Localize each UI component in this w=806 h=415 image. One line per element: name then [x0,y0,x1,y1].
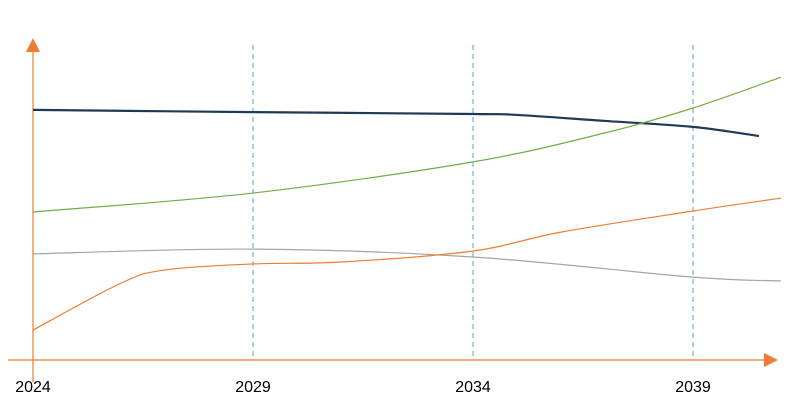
series-line [32,76,782,213]
series-line [32,108,760,138]
series-line [32,248,782,282]
y-axis-arrow [26,38,40,52]
x-tick-label: 2034 [455,379,491,396]
x-tick-label: 2029 [235,379,271,396]
x-tick-label: 2024 [15,379,51,396]
x-tick-label: 2039 [675,379,711,396]
x-axis-arrow [764,353,778,367]
series-line [32,197,782,331]
